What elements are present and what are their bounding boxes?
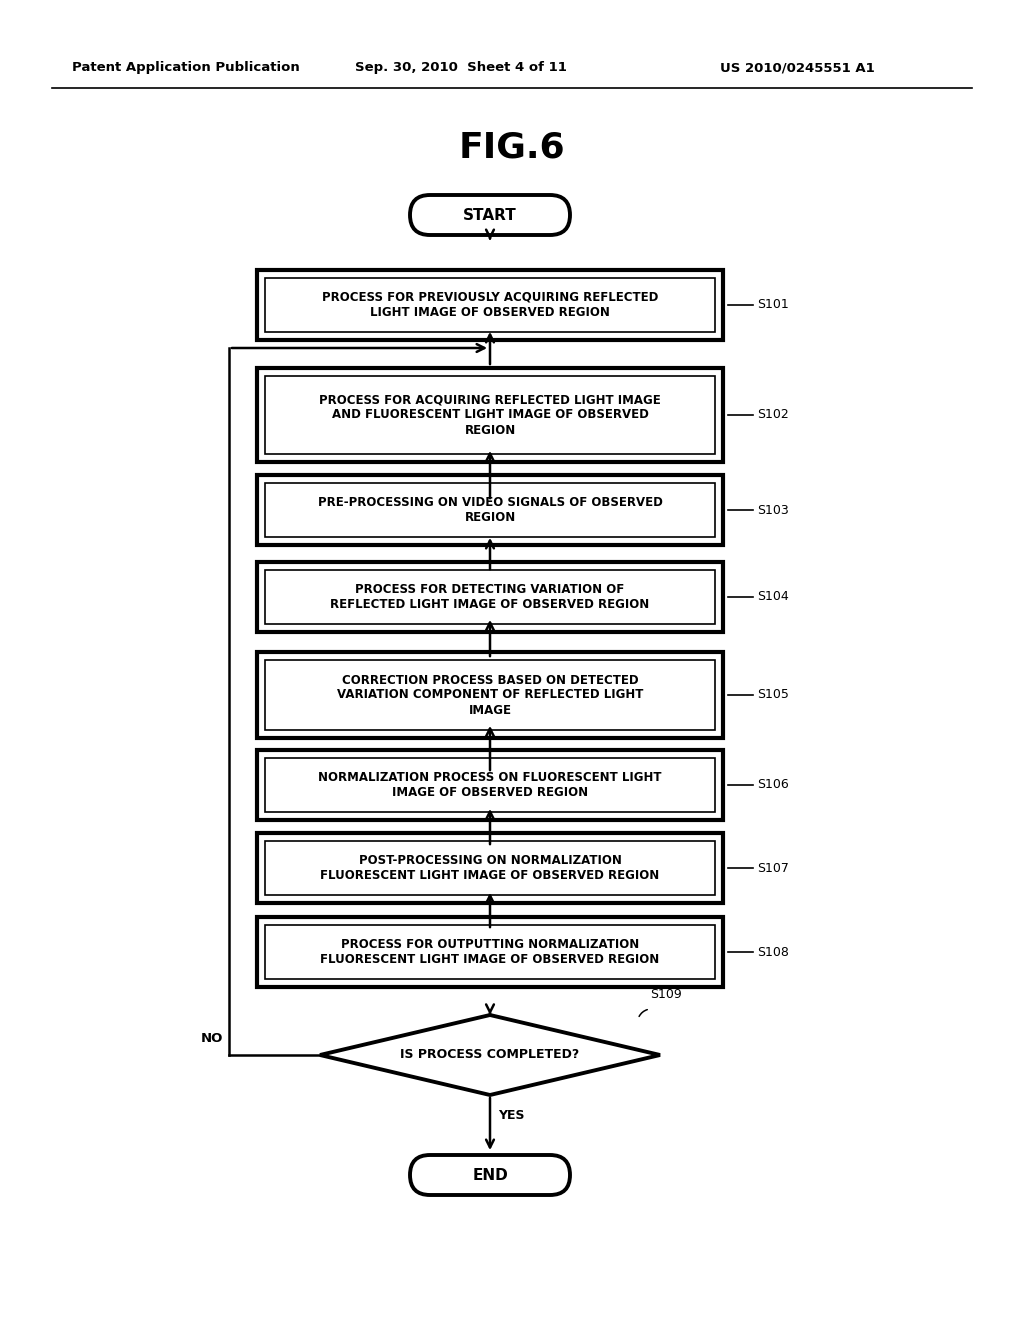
Bar xyxy=(257,917,723,987)
Polygon shape xyxy=(319,1015,660,1096)
Text: PRE-PROCESSING ON VIDEO SIGNALS OF OBSERVED
REGION: PRE-PROCESSING ON VIDEO SIGNALS OF OBSER… xyxy=(317,496,663,524)
Bar xyxy=(265,758,715,812)
Text: Patent Application Publication: Patent Application Publication xyxy=(72,62,300,74)
Bar xyxy=(257,271,723,341)
Text: S109: S109 xyxy=(650,987,682,1001)
Text: S103: S103 xyxy=(757,503,788,516)
Bar xyxy=(257,750,723,820)
Bar xyxy=(257,475,723,545)
Text: CORRECTION PROCESS BASED ON DETECTED
VARIATION COMPONENT OF REFLECTED LIGHT
IMAG: CORRECTION PROCESS BASED ON DETECTED VAR… xyxy=(337,673,643,717)
Text: S105: S105 xyxy=(757,689,788,701)
Text: S104: S104 xyxy=(757,590,788,603)
Text: YES: YES xyxy=(498,1109,524,1122)
Bar xyxy=(265,483,715,537)
Text: S107: S107 xyxy=(757,862,788,874)
Bar xyxy=(257,562,723,632)
Bar xyxy=(257,833,723,903)
Bar xyxy=(257,368,723,462)
Text: US 2010/0245551 A1: US 2010/0245551 A1 xyxy=(720,62,874,74)
FancyBboxPatch shape xyxy=(410,1155,570,1195)
Bar xyxy=(265,660,715,730)
Text: NORMALIZATION PROCESS ON FLUORESCENT LIGHT
IMAGE OF OBSERVED REGION: NORMALIZATION PROCESS ON FLUORESCENT LIG… xyxy=(318,771,662,799)
Text: PROCESS FOR PREVIOUSLY ACQUIRING REFLECTED
LIGHT IMAGE OF OBSERVED REGION: PROCESS FOR PREVIOUSLY ACQUIRING REFLECT… xyxy=(322,290,658,319)
Text: PROCESS FOR DETECTING VARIATION OF
REFLECTED LIGHT IMAGE OF OBSERVED REGION: PROCESS FOR DETECTING VARIATION OF REFLE… xyxy=(331,583,649,611)
Text: S106: S106 xyxy=(757,779,788,792)
Text: NO: NO xyxy=(201,1032,223,1045)
Text: PROCESS FOR ACQUIRING REFLECTED LIGHT IMAGE
AND FLUORESCENT LIGHT IMAGE OF OBSER: PROCESS FOR ACQUIRING REFLECTED LIGHT IM… xyxy=(319,393,660,437)
Text: END: END xyxy=(472,1167,508,1183)
Text: POST-PROCESSING ON NORMALIZATION
FLUORESCENT LIGHT IMAGE OF OBSERVED REGION: POST-PROCESSING ON NORMALIZATION FLUORES… xyxy=(321,854,659,882)
Text: START: START xyxy=(463,207,517,223)
Text: S101: S101 xyxy=(757,298,788,312)
Bar xyxy=(265,570,715,624)
Text: Sep. 30, 2010  Sheet 4 of 11: Sep. 30, 2010 Sheet 4 of 11 xyxy=(355,62,567,74)
Bar xyxy=(265,376,715,454)
Text: S102: S102 xyxy=(757,408,788,421)
Text: S108: S108 xyxy=(757,945,788,958)
Bar xyxy=(265,925,715,979)
Bar xyxy=(257,652,723,738)
Bar xyxy=(265,279,715,333)
Bar xyxy=(265,841,715,895)
Text: PROCESS FOR OUTPUTTING NORMALIZATION
FLUORESCENT LIGHT IMAGE OF OBSERVED REGION: PROCESS FOR OUTPUTTING NORMALIZATION FLU… xyxy=(321,939,659,966)
FancyBboxPatch shape xyxy=(410,195,570,235)
Text: FIG.6: FIG.6 xyxy=(459,131,565,165)
Text: IS PROCESS COMPLETED?: IS PROCESS COMPLETED? xyxy=(400,1048,580,1061)
